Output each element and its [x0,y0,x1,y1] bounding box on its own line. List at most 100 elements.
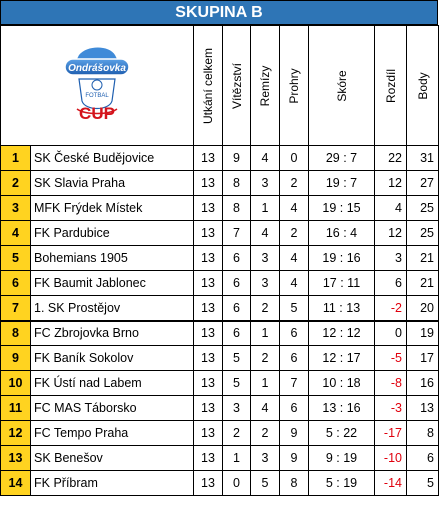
header-diff: Rozdíl [374,25,407,146]
draws-cell: 1 [250,319,280,346]
points-cell: 21 [406,245,439,271]
team-cell: FK Pardubice [30,220,194,246]
points-cell: 27 [406,170,439,196]
wins-cell: 1 [222,445,251,471]
matches-cell: 13 [193,270,223,296]
table-row: 5 Bohemians 1905 13 6 3 4 19 : 16 3 21 [0,245,439,271]
wins-cell: 9 [222,145,251,171]
draws-cell: 2 [250,420,280,446]
wins-cell: 8 [222,170,251,196]
draws-cell: 2 [250,345,280,371]
header-wins: Vítězství [222,25,251,146]
draws-cell: 4 [250,220,280,246]
team-cell: FK Baumit Jablonec [30,270,194,296]
draws-cell: 4 [250,145,280,171]
points-cell: 16 [406,370,439,396]
losses-cell: 4 [279,195,309,221]
points-cell: 21 [406,270,439,296]
header-row: Ondrášovka FOTBAL CUP Utkání celkem Vítě… [0,25,439,146]
losses-cell: 7 [279,370,309,396]
rank-cell: 8 [0,319,31,346]
wins-cell: 8 [222,195,251,221]
losses-cell: 6 [279,319,309,346]
rank-cell: 4 [0,220,31,246]
score-cell: 10 : 18 [308,370,375,396]
matches-cell: 13 [193,195,223,221]
matches-cell: 13 [193,420,223,446]
matches-cell: 13 [193,470,223,496]
table-row: 10 FK Ústí nad Labem 13 5 1 7 10 : 18 -8 16 [0,370,439,396]
rank-cell: 2 [0,170,31,196]
draws-cell: 3 [250,245,280,271]
diff-cell: -2 [374,295,407,321]
wins-cell: 6 [222,270,251,296]
diff-cell: 12 [374,220,407,246]
header-points: Body [406,25,439,146]
diff-cell: 3 [374,245,407,271]
table-row: 13 SK Benešov 13 1 3 9 9 : 19 -10 6 [0,445,439,471]
team-cell: FC MAS Táborsko [30,395,194,421]
table-row: 14 FK Příbram 13 0 5 8 5 : 19 -14 5 [0,470,439,496]
table-row: 12 FC Tempo Praha 13 2 2 9 5 : 22 -17 8 [0,420,439,446]
losses-cell: 4 [279,270,309,296]
diff-cell: -10 [374,445,407,471]
table-row: 3 MFK Frýdek Místek 13 8 1 4 19 : 15 4 25 [0,195,439,221]
diff-cell: 4 [374,195,407,221]
draws-cell: 2 [250,295,280,321]
wins-cell: 0 [222,470,251,496]
header-draws: Remízy [250,25,280,146]
points-cell: 25 [406,195,439,221]
diff-cell: -5 [374,345,407,371]
rank-cell: 10 [0,370,31,396]
wins-cell: 6 [222,319,251,346]
team-cell: FK Příbram [30,470,194,496]
matches-cell: 13 [193,295,223,321]
matches-cell: 13 [193,445,223,471]
diff-cell: -3 [374,395,407,421]
matches-cell: 13 [193,220,223,246]
score-cell: 11 : 13 [308,295,375,321]
rank-cell: 14 [0,470,31,496]
group-title: SKUPINA B [0,0,438,25]
wins-cell: 5 [222,345,251,371]
score-cell: 5 : 22 [308,420,375,446]
team-cell: FC Tempo Praha [30,420,194,446]
wins-cell: 5 [222,370,251,396]
team-cell: SK Benešov [30,445,194,471]
score-cell: 12 : 17 [308,345,375,371]
losses-cell: 9 [279,420,309,446]
losses-cell: 5 [279,295,309,321]
rank-cell: 5 [0,245,31,271]
score-cell: 12 : 12 [308,319,375,346]
points-cell: 25 [406,220,439,246]
rank-cell: 12 [0,420,31,446]
rank-cell: 7 [0,295,31,321]
logo-brand: Ondrášovka [68,63,126,74]
header-losses: Prohry [279,25,309,146]
matches-cell: 13 [193,319,223,346]
draws-cell: 1 [250,370,280,396]
matches-cell: 13 [193,395,223,421]
team-cell: Bohemians 1905 [30,245,194,271]
score-cell: 13 : 16 [308,395,375,421]
team-cell: FK Ústí nad Labem [30,370,194,396]
table-row: 4 FK Pardubice 13 7 4 2 16 : 4 12 25 [0,220,439,246]
score-cell: 19 : 7 [308,170,375,196]
diff-cell: 0 [374,319,407,346]
standings-table: Ondrášovka FOTBAL CUP Utkání celkem Vítě… [0,25,439,496]
points-cell: 6 [406,445,439,471]
losses-cell: 9 [279,445,309,471]
wins-cell: 3 [222,395,251,421]
matches-cell: 13 [193,345,223,371]
rank-cell: 3 [0,195,31,221]
points-cell: 19 [406,319,439,346]
rank-cell: 6 [0,270,31,296]
header-matches: Utkání celkem [193,25,223,146]
wins-cell: 7 [222,220,251,246]
wins-cell: 6 [222,245,251,271]
points-cell: 8 [406,420,439,446]
draws-cell: 1 [250,195,280,221]
wins-cell: 2 [222,420,251,446]
matches-cell: 13 [193,170,223,196]
draws-cell: 3 [250,270,280,296]
